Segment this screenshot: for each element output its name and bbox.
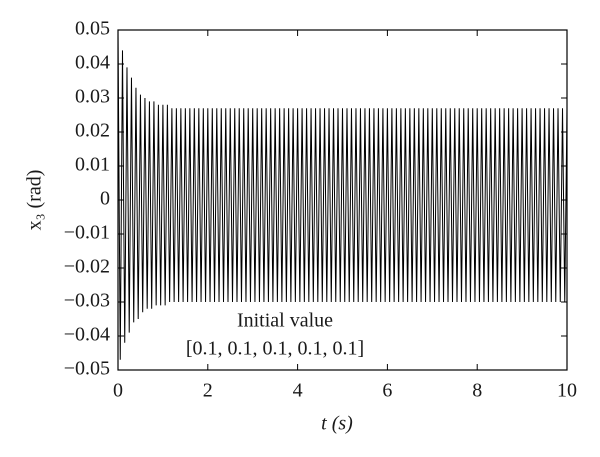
- y-tick-label: 0.03: [75, 86, 110, 108]
- y-tick-label: 0.01: [75, 154, 110, 176]
- x-tick-label: 4: [293, 380, 303, 402]
- y-tick-label: 0.02: [75, 120, 110, 142]
- x-tick-label: 6: [382, 380, 392, 402]
- annotation: Initial value: [237, 310, 333, 332]
- y-tick-label: −0.02: [64, 256, 110, 278]
- x-axis-label: t (s): [321, 413, 353, 435]
- x-tick-label: 0: [113, 380, 123, 402]
- x-tick-label: 2: [203, 380, 213, 402]
- y-tick-label: 0.05: [75, 18, 110, 40]
- x-tick-label: 8: [472, 380, 482, 402]
- y-axis-label: x₃ (rad): [24, 170, 46, 231]
- plot-frame: [117, 29, 568, 371]
- x-tick-label: 10: [557, 380, 577, 402]
- y-tick-label: −0.04: [64, 324, 110, 346]
- y-tick-label: 0.04: [75, 52, 110, 74]
- data-line: [117, 29, 568, 360]
- y-tick-label: −0.03: [64, 290, 110, 312]
- y-tick-label: −0.05: [64, 358, 110, 380]
- y-tick-label: −0.01: [64, 222, 110, 244]
- annotation: [0.1, 0.1, 0.1, 0.1, 0.1]: [186, 338, 364, 360]
- y-tick-label: 0: [100, 188, 110, 210]
